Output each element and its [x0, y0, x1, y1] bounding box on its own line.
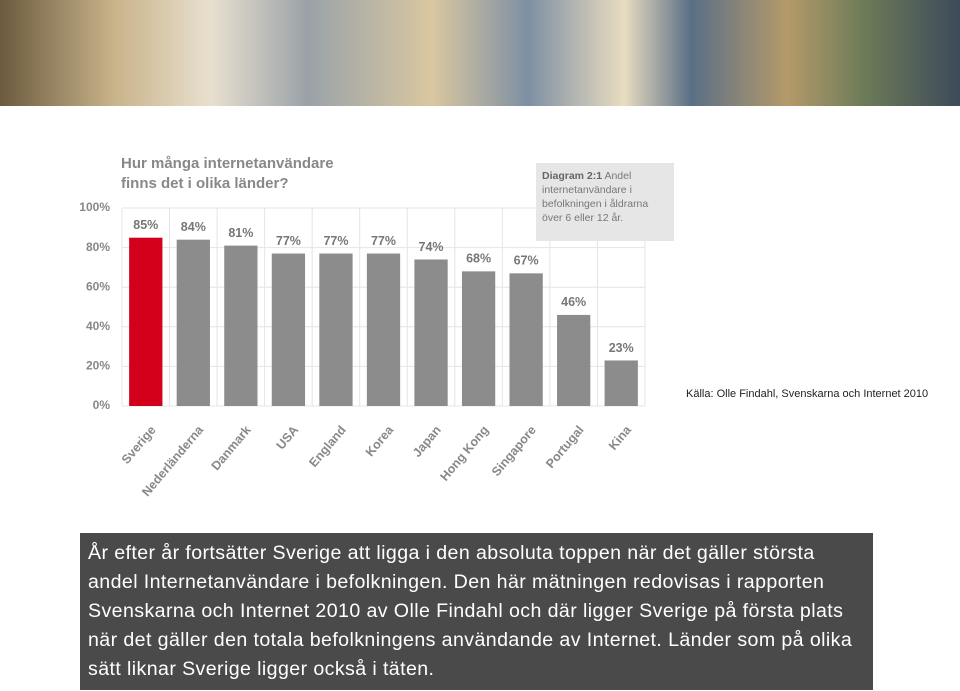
- y-tick-label: 0%: [93, 398, 111, 412]
- x-tick-label: Portugal: [543, 423, 586, 471]
- data-label: 46%: [561, 295, 586, 309]
- x-tick-label: Hong Kong: [437, 423, 491, 484]
- bar: [414, 259, 448, 406]
- y-tick-label: 100%: [79, 200, 110, 214]
- data-label: 23%: [609, 341, 634, 355]
- bar: [224, 245, 258, 406]
- bar: [557, 314, 591, 406]
- data-label: 67%: [514, 254, 539, 268]
- bar: [604, 360, 638, 406]
- bar: [271, 253, 306, 406]
- x-tick-label: Japan: [410, 423, 444, 460]
- chart-note: Diagram 2:1 Andel internetanvändare i be…: [536, 163, 674, 241]
- y-tick-label: 60%: [86, 279, 110, 293]
- data-label: 85%: [133, 218, 158, 232]
- data-label: 81%: [228, 226, 253, 240]
- bar: [366, 253, 401, 406]
- x-tick-label: Korea: [363, 422, 397, 459]
- bar: [319, 253, 353, 406]
- y-tick-label: 40%: [86, 319, 110, 333]
- note-heading: Diagram 2:1: [542, 170, 603, 182]
- x-tick-label: England: [306, 423, 348, 470]
- data-label: 77%: [371, 234, 396, 248]
- bar: [509, 273, 543, 406]
- data-label: 84%: [181, 220, 206, 234]
- x-tick-label: Danmark: [209, 423, 254, 473]
- body-text: År efter år fortsätter Sverige att ligga…: [80, 533, 873, 690]
- x-tick-label: Kina: [606, 422, 635, 453]
- chart-title: finns det i olika länder?: [121, 175, 289, 192]
- y-tick-label: 80%: [86, 240, 110, 254]
- data-label: 77%: [323, 234, 348, 248]
- data-label: 77%: [276, 234, 301, 248]
- x-tick-label: Singapore: [489, 423, 539, 479]
- chart: Hur många internetanvändare finns det i …: [79, 155, 646, 499]
- source: Källa: Olle Findahl, Svenskarna och Inte…: [686, 388, 929, 400]
- bar: [461, 271, 496, 406]
- bar: [176, 239, 210, 406]
- note-text: Andel internetanvändare i befolkningen i…: [542, 170, 649, 224]
- data-label: 74%: [419, 240, 444, 254]
- x-tick-label: USA: [274, 423, 302, 452]
- x-tick-label: Sverige: [119, 423, 159, 467]
- y-tick-label: 20%: [86, 359, 110, 373]
- chart-title: Hur många internetanvändare: [121, 155, 334, 172]
- bar: [129, 237, 163, 406]
- data-label: 68%: [466, 252, 491, 266]
- banner-image: [0, 0, 960, 106]
